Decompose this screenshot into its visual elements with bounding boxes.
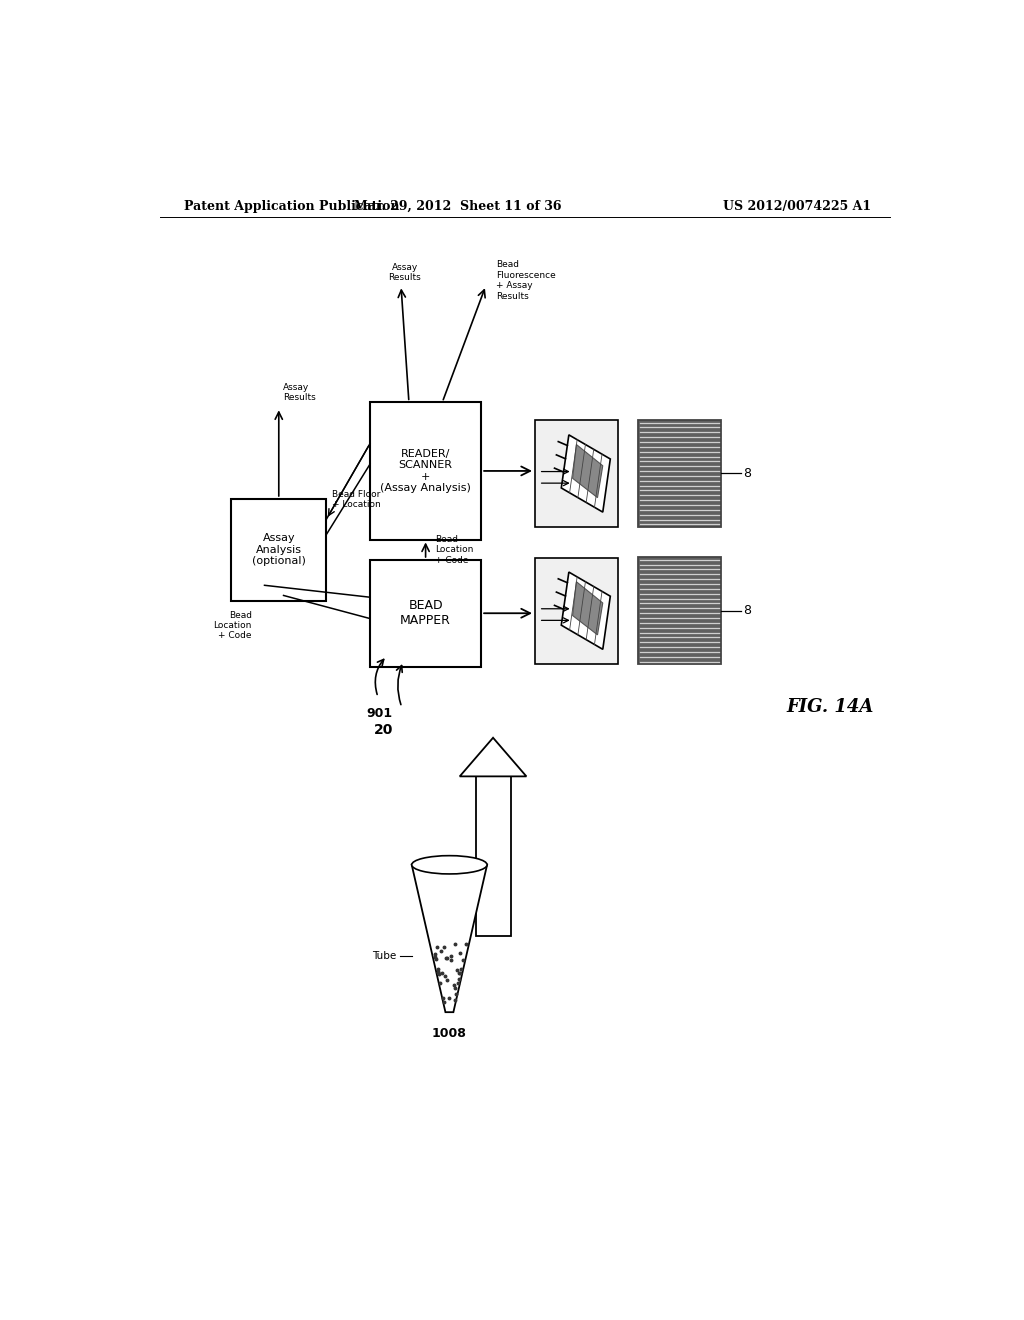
Text: Bead Floor
+ Location: Bead Floor + Location: [332, 490, 381, 510]
FancyBboxPatch shape: [535, 557, 617, 664]
FancyBboxPatch shape: [638, 420, 721, 527]
Polygon shape: [561, 434, 610, 512]
Text: Bead
Fluorescence
+ Assay
Results: Bead Fluorescence + Assay Results: [497, 260, 556, 301]
Text: Assay
Results: Assay Results: [388, 263, 421, 282]
Text: Assay
Analysis
(optional): Assay Analysis (optional): [252, 533, 306, 566]
Text: Patent Application Publication: Patent Application Publication: [183, 199, 399, 213]
Text: Mar. 29, 2012  Sheet 11 of 36: Mar. 29, 2012 Sheet 11 of 36: [353, 199, 561, 213]
Text: Assay
Results: Assay Results: [283, 383, 315, 403]
Text: 901: 901: [367, 708, 392, 721]
FancyBboxPatch shape: [638, 557, 721, 664]
Polygon shape: [572, 582, 603, 635]
FancyBboxPatch shape: [231, 499, 327, 601]
Polygon shape: [460, 738, 526, 776]
Text: 8: 8: [742, 605, 751, 618]
Text: Bead
Location
+ Code: Bead Location + Code: [213, 611, 252, 640]
FancyBboxPatch shape: [475, 776, 511, 936]
Ellipse shape: [412, 855, 487, 874]
Polygon shape: [572, 445, 603, 498]
Text: US 2012/0074225 A1: US 2012/0074225 A1: [723, 199, 871, 213]
FancyBboxPatch shape: [370, 560, 481, 667]
Text: 20: 20: [374, 722, 393, 737]
Text: Tube: Tube: [372, 952, 396, 961]
Text: READER/
SCANNER
+
(Assay Analysis): READER/ SCANNER + (Assay Analysis): [380, 449, 471, 494]
Polygon shape: [561, 572, 610, 649]
FancyBboxPatch shape: [370, 403, 481, 540]
Text: 8: 8: [742, 467, 751, 480]
Text: BEAD
MAPPER: BEAD MAPPER: [400, 599, 451, 627]
Polygon shape: [412, 865, 487, 1012]
Text: FIG. 14A: FIG. 14A: [786, 698, 874, 717]
FancyBboxPatch shape: [535, 420, 617, 527]
Text: Bead
Location
+ Code: Bead Location + Code: [435, 535, 473, 565]
Text: 1008: 1008: [432, 1027, 467, 1040]
